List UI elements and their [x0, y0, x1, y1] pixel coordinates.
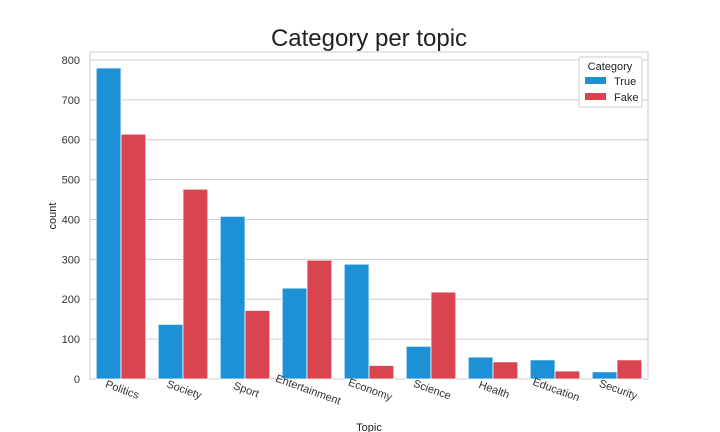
legend-label-fake: Fake: [614, 92, 638, 104]
legend-swatch-fake: [585, 93, 606, 100]
chart-title: Category per topic: [271, 25, 467, 52]
y-tick-label: 400: [62, 214, 80, 226]
bar-science-true: [405, 345, 432, 380]
y-tick-label: 200: [62, 294, 80, 306]
y-tick-label: 700: [62, 95, 80, 107]
bar-science-fake: [430, 291, 457, 380]
legend: Category True Fake: [578, 56, 643, 108]
bar-health-true: [467, 356, 494, 380]
y-tick-label: 800: [62, 55, 80, 67]
bar-entertainment-fake: [306, 259, 333, 380]
y-tick-label: 100: [62, 334, 80, 346]
bar-sport-true: [219, 215, 246, 380]
bar-politics-fake: [120, 133, 147, 380]
x-tick-label: Economy: [346, 377, 394, 404]
y-axis-label: count: [47, 203, 59, 230]
x-tick-label: Science: [412, 378, 453, 403]
bar-sport-fake: [244, 310, 271, 380]
bar-economy-true: [343, 263, 370, 380]
bar-society-fake: [182, 188, 209, 380]
x-tick-label: Society: [165, 378, 203, 402]
y-tick-label: 0: [74, 374, 80, 386]
x-tick-label: Education: [531, 376, 581, 404]
bar-economy-fake: [368, 365, 395, 380]
bars: [95, 67, 643, 380]
x-tick-label: Politics: [104, 379, 141, 402]
bar-security-fake: [616, 359, 643, 380]
legend-title: Category: [588, 61, 633, 73]
x-tick-label: Security: [597, 378, 639, 403]
x-tick-label: Sport: [232, 380, 261, 400]
bar-education-fake: [554, 370, 581, 380]
y-axis-ticks: 0 100 200 300 400 500 600 700 800: [62, 55, 80, 386]
bar-health-fake: [492, 361, 519, 380]
bar-education-true: [529, 359, 556, 380]
x-tick-label: Health: [477, 379, 511, 401]
legend-swatch-true: [585, 77, 606, 84]
y-tick-label: 300: [62, 254, 80, 266]
bar-entertainment-true: [281, 287, 308, 380]
bar-politics-true: [95, 67, 122, 380]
legend-label-true: True: [614, 76, 636, 88]
y-tick-label: 500: [62, 175, 80, 187]
y-tick-label: 600: [62, 135, 80, 147]
bar-society-true: [157, 323, 184, 380]
x-axis-label: Topic: [356, 422, 382, 432]
